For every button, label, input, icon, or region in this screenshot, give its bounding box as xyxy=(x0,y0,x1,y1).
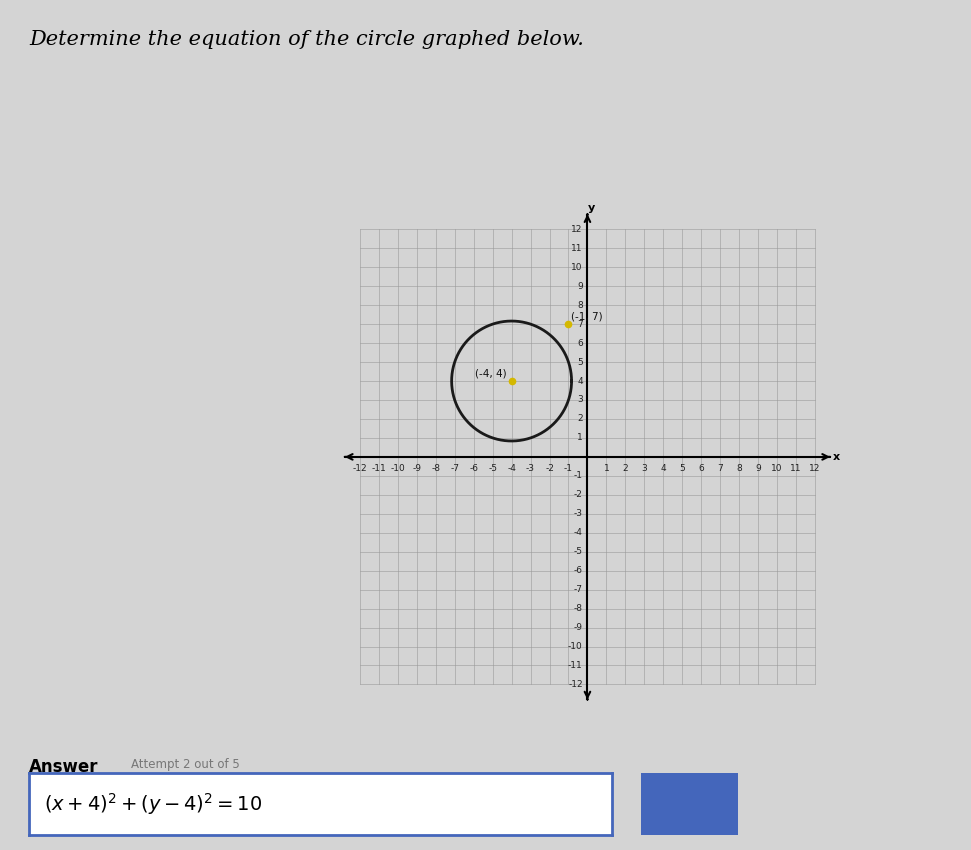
Text: 9: 9 xyxy=(577,281,583,291)
Text: 12: 12 xyxy=(571,224,583,234)
Text: 3: 3 xyxy=(642,463,648,473)
Text: Determine the equation of the circle graphed below.: Determine the equation of the circle gra… xyxy=(29,30,584,48)
Text: -2: -2 xyxy=(574,490,583,499)
Text: 12: 12 xyxy=(810,463,820,473)
Text: 2: 2 xyxy=(622,463,628,473)
Text: -3: -3 xyxy=(526,463,535,473)
Text: Attempt 2 out of 5: Attempt 2 out of 5 xyxy=(131,758,240,771)
Text: -6: -6 xyxy=(469,463,478,473)
Text: 5: 5 xyxy=(680,463,686,473)
Text: 1: 1 xyxy=(604,463,609,473)
Text: -7: -7 xyxy=(451,463,459,473)
Text: -6: -6 xyxy=(574,566,583,575)
Text: Answer: Answer xyxy=(29,758,99,776)
Text: 11: 11 xyxy=(571,244,583,252)
Text: 11: 11 xyxy=(790,463,802,473)
Text: -11: -11 xyxy=(372,463,386,473)
Text: (-4, 4): (-4, 4) xyxy=(475,368,507,378)
Text: -9: -9 xyxy=(574,623,583,632)
Text: -4: -4 xyxy=(574,528,583,537)
Text: -5: -5 xyxy=(488,463,497,473)
Text: 8: 8 xyxy=(736,463,742,473)
Text: -3: -3 xyxy=(574,509,583,518)
Text: -10: -10 xyxy=(390,463,405,473)
Text: -4: -4 xyxy=(507,463,516,473)
Text: -2: -2 xyxy=(545,463,554,473)
Text: 7: 7 xyxy=(718,463,723,473)
Text: 10: 10 xyxy=(771,463,783,473)
Text: 7: 7 xyxy=(577,320,583,329)
Text: -1: -1 xyxy=(564,463,573,473)
Text: -10: -10 xyxy=(568,642,583,651)
Text: $(x+4)^2+(y-4)^2=10$: $(x+4)^2+(y-4)^2=10$ xyxy=(44,790,262,817)
Text: -7: -7 xyxy=(574,585,583,594)
Text: 10: 10 xyxy=(571,263,583,272)
Text: 8: 8 xyxy=(577,301,583,309)
Text: x: x xyxy=(833,452,840,462)
Text: -12: -12 xyxy=(352,463,367,473)
Text: 4: 4 xyxy=(577,377,583,386)
Text: 4: 4 xyxy=(660,463,666,473)
Text: -12: -12 xyxy=(568,680,583,689)
Text: 2: 2 xyxy=(577,415,583,423)
Text: -1: -1 xyxy=(574,472,583,480)
Text: 6: 6 xyxy=(698,463,704,473)
Text: -5: -5 xyxy=(574,547,583,556)
Text: 5: 5 xyxy=(577,358,583,366)
Text: 9: 9 xyxy=(755,463,761,473)
Text: 3: 3 xyxy=(577,395,583,405)
Text: -11: -11 xyxy=(568,661,583,670)
Text: -9: -9 xyxy=(413,463,421,473)
Text: 1: 1 xyxy=(577,434,583,442)
Text: -8: -8 xyxy=(574,604,583,613)
Text: y: y xyxy=(587,203,595,213)
Text: 6: 6 xyxy=(577,338,583,348)
Text: (-1, 7): (-1, 7) xyxy=(571,311,603,321)
Text: -8: -8 xyxy=(431,463,440,473)
